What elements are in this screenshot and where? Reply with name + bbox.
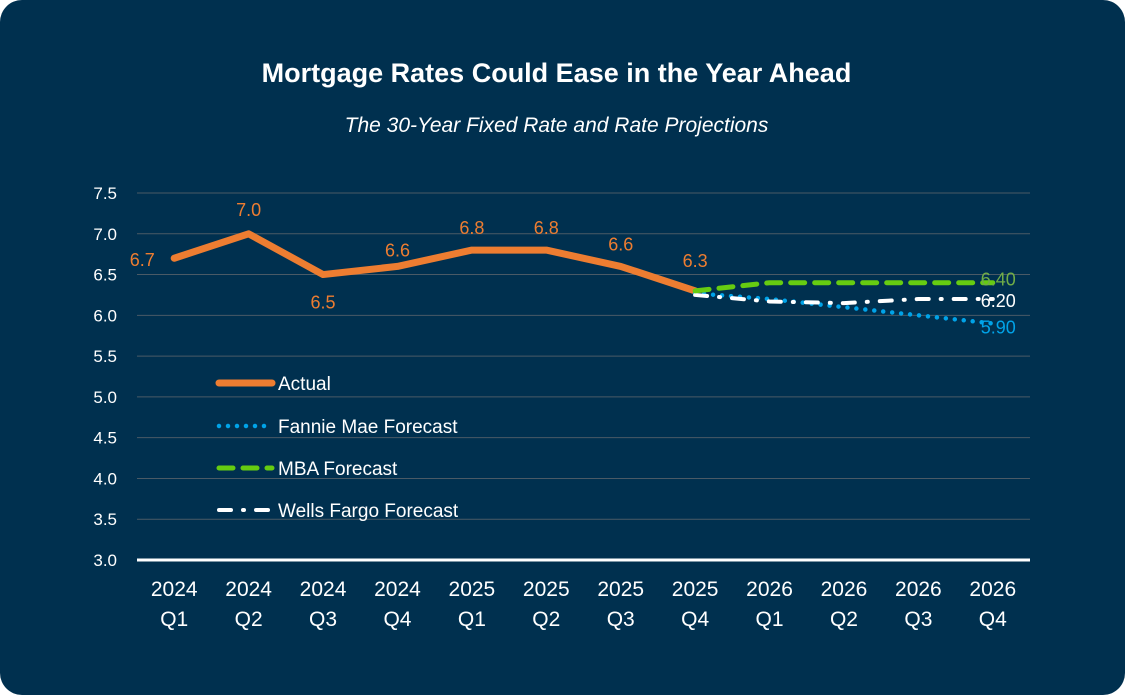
data-label: 6.6 (608, 234, 633, 254)
end-label: 6.40 (981, 270, 1016, 290)
data-label: 6.8 (534, 218, 559, 238)
x-tick-label-quarter: Q2 (235, 608, 263, 631)
x-tick-label-year: 2024 (151, 578, 198, 601)
x-tick-label-year: 2024 (300, 578, 347, 601)
data-label: 6.5 (311, 293, 336, 313)
y-tick-label: 4.0 (93, 469, 117, 488)
x-tick-label-year: 2024 (374, 578, 421, 601)
series-line-actual (170, 230, 699, 295)
x-tick-label-quarter: Q4 (383, 608, 411, 631)
x-tick-label-quarter: Q2 (830, 608, 858, 631)
x-tick-label-year: 2025 (449, 578, 496, 601)
x-tick-label-quarter: Q1 (160, 608, 188, 631)
legend-label: Fannie Mae Forecast (278, 417, 458, 438)
x-tick-label-year: 2026 (746, 578, 793, 601)
x-tick-label-quarter: Q3 (309, 608, 337, 631)
series-line-mba-forecast (692, 280, 996, 294)
y-tick-label: 7.0 (93, 225, 117, 244)
x-tick-label-year: 2026 (895, 578, 942, 601)
x-tick-label-quarter: Q1 (458, 608, 486, 631)
end-label: 5.90 (981, 317, 1016, 337)
x-tick-label-quarter: Q4 (979, 608, 1007, 631)
legend-label: Actual (278, 374, 331, 395)
x-tick-label-year: 2025 (597, 578, 644, 601)
x-tick-label-quarter: Q3 (607, 608, 635, 631)
x-tick-label-year: 2025 (523, 578, 570, 601)
x-tick-label-year: 2026 (969, 578, 1016, 601)
data-label: 6.7 (130, 250, 155, 270)
end-label: 6.20 (981, 291, 1016, 311)
y-tick-label: 5.0 (93, 388, 117, 407)
x-tick-label-year: 2024 (225, 578, 272, 601)
x-tick-label-year: 2025 (672, 578, 719, 601)
legend-label: MBA Forecast (278, 459, 398, 480)
legend-label: Wells Fargo Forecast (278, 501, 459, 522)
y-tick-label: 7.5 (93, 184, 117, 203)
chart-title: Mortgage Rates Could Ease in the Year Ah… (261, 58, 852, 88)
x-tick-label-quarter: Q1 (756, 608, 784, 631)
y-tick-label: 4.5 (93, 429, 117, 448)
y-tick-label: 3.0 (93, 551, 117, 570)
data-label: 6.8 (459, 218, 484, 238)
y-tick-label: 6.5 (93, 266, 117, 285)
y-tick-label: 3.5 (93, 510, 117, 529)
chart-subtitle: The 30-Year Fixed Rate and Rate Projecti… (344, 114, 769, 137)
x-tick-label-year: 2026 (821, 578, 868, 601)
data-label: 6.3 (683, 251, 708, 271)
y-tick-label: 6.0 (93, 306, 117, 325)
x-tick-label-quarter: Q3 (904, 608, 932, 631)
x-tick-label-quarter: Q4 (681, 608, 709, 631)
x-tick-label-quarter: Q2 (532, 608, 560, 631)
data-label: 7.0 (236, 200, 261, 220)
data-label: 6.6 (385, 240, 410, 260)
y-tick-label: 5.5 (93, 347, 117, 366)
